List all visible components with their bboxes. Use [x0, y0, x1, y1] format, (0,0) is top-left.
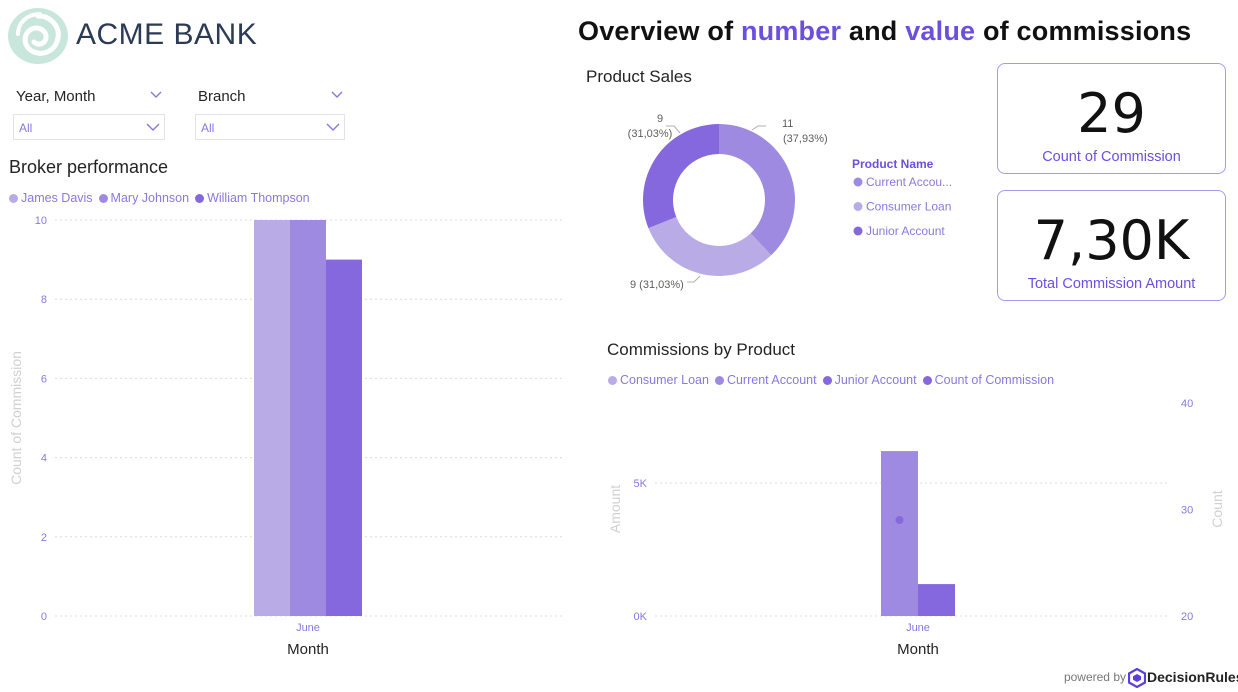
legend-label: Junior Account — [834, 373, 917, 387]
bar-junior-account — [918, 584, 955, 616]
powered-by-text: powered by — [1063, 670, 1126, 684]
legend-dot — [98, 193, 108, 203]
x-tick-label: June — [906, 622, 930, 634]
legend-dot — [853, 226, 863, 236]
leader-line — [751, 125, 766, 131]
slice-value-label: 9 (31,03%) — [630, 279, 684, 291]
slice-percent-label: (37,93%) — [783, 133, 828, 145]
y-tick-label: 6 — [41, 373, 47, 385]
slice-percent-label: (31,03%) — [628, 128, 673, 140]
bar-mary-johnson — [290, 220, 326, 616]
legend-label: William Thompson — [207, 191, 310, 205]
legend-item[interactable]: Count of Commission — [922, 373, 1055, 387]
slicer-branch-value: All — [201, 121, 215, 135]
y-axis-title: Count of Commission — [8, 351, 24, 485]
legend-dot — [853, 202, 863, 211]
legend-label: Count of Commission — [934, 373, 1055, 387]
slicer-year-month-dropdown[interactable]: All — [13, 114, 165, 140]
y2-tick-label: 40 — [1181, 398, 1193, 410]
x-tick-label: June — [296, 622, 320, 634]
legend-dot — [853, 177, 863, 187]
count-of-commission-card: 29 Count of Commission — [997, 63, 1226, 174]
legend-label: Current Accou... — [866, 175, 952, 189]
decisionrules-brand: DecisionRules — [1147, 669, 1238, 685]
legend-label: Consumer Loan — [620, 373, 709, 387]
y2-axis-title: Count — [1209, 490, 1225, 527]
bar-current-account — [881, 451, 918, 616]
commissions-by-product-chart: 0K 5K 20 30 40 June Month Amount Count — [607, 398, 1225, 658]
y-tick-label: 10 — [35, 215, 47, 227]
legend-dot — [195, 193, 205, 203]
legend-label: Consumer Loan — [866, 200, 951, 214]
y2-tick-label: 20 — [1181, 611, 1193, 623]
slice-value-label: 11 — [782, 118, 793, 130]
legend-item[interactable]: Junior Account — [822, 373, 917, 387]
brand-name: ACME BANK — [76, 18, 258, 51]
broker-performance-chart: 0 2 4 6 8 10 June Month Count of Commission — [8, 215, 565, 658]
chevron-down-icon[interactable] — [331, 91, 343, 99]
slicer-year-month-value: All — [19, 121, 33, 135]
y-tick-label: 5K — [634, 478, 648, 490]
legend-item[interactable]: James Davis — [9, 191, 93, 205]
leader-line — [666, 125, 681, 134]
legend-label: Mary Johnson — [110, 191, 190, 205]
legend-dot — [922, 375, 932, 385]
legend-label: Junior Account — [866, 224, 945, 238]
y-tick-label: 0K — [634, 611, 648, 623]
decisionrules-logo-icon — [1128, 668, 1146, 688]
bar-james-davis — [254, 220, 290, 616]
y-tick-label: 2 — [41, 532, 47, 544]
y-tick-label: 8 — [41, 294, 47, 306]
x-axis-title: Month — [897, 641, 939, 658]
legend-dot — [714, 375, 724, 385]
slicer-branch-dropdown[interactable]: All — [195, 114, 345, 140]
commissions-legend: Consumer Loan Current Account Junior Acc… — [608, 373, 1060, 387]
legend-item[interactable]: Current Account — [714, 373, 817, 387]
slice-value-label: 9 — [657, 113, 663, 125]
donut-slice-consumer-loan — [648, 217, 772, 276]
legend-item[interactable]: William Thompson — [195, 191, 310, 205]
chevron-down-icon[interactable] — [150, 91, 162, 99]
legend-dot — [608, 375, 617, 385]
chevron-down-icon — [326, 123, 340, 131]
broker-legend: James Davis Mary Johnson William Thompso… — [9, 191, 316, 205]
legend-dot — [9, 193, 18, 203]
page-title: Overview of number and value of commissi… — [578, 16, 1191, 47]
slicer-branch-label: Branch — [198, 88, 246, 105]
y-axis-title: Amount — [607, 485, 623, 533]
card-label: Total Commission Amount — [1027, 276, 1196, 292]
donut-slice-junior-account — [643, 124, 719, 229]
card-value: 7,30K — [1033, 209, 1190, 272]
acme-bank-logo-icon — [8, 8, 68, 64]
y-tick-label: 0 — [41, 611, 47, 623]
title-part: of commissions — [975, 16, 1192, 46]
total-commission-amount-card: 7,30K Total Commission Amount — [997, 190, 1226, 301]
y-tick-label: 4 — [41, 453, 47, 465]
card-label: Count of Commission — [1042, 149, 1181, 165]
legend-dot — [822, 375, 832, 385]
legend-label: Current Account — [726, 373, 817, 387]
legend-title: Product Name — [852, 157, 934, 171]
donut-slice-current-account — [719, 124, 795, 256]
product-sales-donut-chart: 11 (37,93%) 9 (31,03%) 9 (31,03%) Product Nam… — [628, 113, 952, 291]
product-sales-title: Product Sales — [586, 67, 692, 86]
title-highlight-value: value — [905, 16, 976, 46]
legend-item[interactable]: Consumer Loan — [608, 373, 709, 387]
broker-performance-title: Broker performance — [9, 157, 169, 177]
title-part: Overview of — [578, 16, 741, 46]
legend-item[interactable]: Mary Johnson — [98, 191, 190, 205]
slicer-year-month-label: Year, Month — [16, 88, 96, 105]
chevron-down-icon — [146, 123, 160, 131]
x-axis-title: Month — [287, 641, 329, 658]
commissions-by-product-title: Commissions by Product — [607, 340, 796, 359]
title-part: and — [841, 16, 906, 46]
card-value: 29 — [1077, 82, 1146, 145]
y2-tick-label: 30 — [1181, 504, 1193, 516]
legend-label: James Davis — [21, 191, 93, 205]
point-count-of-commission — [895, 516, 904, 525]
bar-william-thompson — [326, 259, 362, 616]
leader-line — [687, 275, 701, 283]
title-highlight-number: number — [740, 16, 842, 46]
